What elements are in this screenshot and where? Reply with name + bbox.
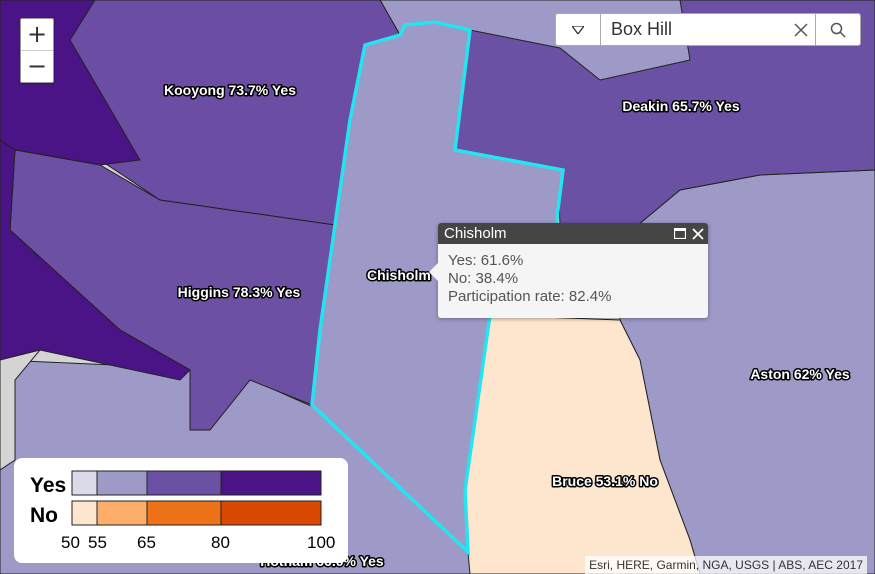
popup-line-participation: Participation rate: 82.4%	[448, 288, 612, 305]
popup-body: Yes: 61.6% No: 38.4% Participation rate:…	[438, 244, 708, 318]
zoom-out-button[interactable]: −	[21, 50, 53, 82]
legend-swatch	[71, 500, 98, 526]
legend-swatch	[71, 470, 98, 496]
legend-yes-label: Yes	[30, 474, 67, 497]
legend-swatch	[146, 470, 222, 496]
search-input[interactable]	[601, 14, 787, 45]
zoom-control: + −	[20, 18, 54, 83]
label-higgins: Higgins 78.3% Yes	[178, 284, 301, 300]
legend: Yes No 50 55 65 80 100	[14, 458, 348, 563]
label-chisholm: Chisholm	[367, 267, 431, 283]
legend-swatch	[146, 500, 222, 526]
triangle-down-icon	[572, 25, 584, 34]
search-dropdown-button[interactable]	[556, 14, 601, 45]
legend-tick: 80	[211, 533, 230, 552]
legend-swatch	[96, 470, 148, 496]
popup-title: Chisholm	[444, 225, 507, 242]
zoom-in-button[interactable]: +	[26, 20, 48, 48]
info-popup: Chisholm Yes: 61.6% No: 38.4% Participat…	[429, 223, 708, 318]
legend-swatch	[220, 470, 322, 496]
legend-tick: 50	[61, 533, 80, 552]
maximize-icon[interactable]	[674, 228, 686, 239]
popup-line-yes: Yes: 61.6%	[448, 252, 524, 269]
popup-header: Chisholm	[438, 223, 708, 244]
legend-swatches	[71, 470, 322, 526]
close-icon[interactable]	[692, 227, 704, 240]
label-kooyong: Kooyong 73.7% Yes	[164, 82, 296, 98]
label-aston: Aston 62% Yes	[750, 366, 850, 382]
legend-swatch	[220, 500, 322, 526]
label-deakin: Deakin 65.7% Yes	[622, 98, 739, 114]
legend-tick: 100	[307, 533, 336, 552]
search-icon	[830, 22, 846, 38]
search-clear-button[interactable]	[787, 14, 815, 45]
search-button[interactable]	[815, 14, 860, 45]
attribution: Esri, HERE, Garmin, NGA, USGS | ABS, AEC…	[585, 556, 867, 574]
close-icon	[794, 22, 808, 37]
search-widget	[555, 13, 861, 46]
legend-swatch	[96, 500, 148, 526]
legend-tick: 55	[88, 533, 107, 552]
legend-no-label: No	[30, 504, 58, 527]
popup-line-no: No: 38.4%	[448, 270, 519, 287]
label-bruce: Bruce 53.1% No	[552, 473, 658, 489]
legend-tick: 65	[137, 533, 156, 552]
